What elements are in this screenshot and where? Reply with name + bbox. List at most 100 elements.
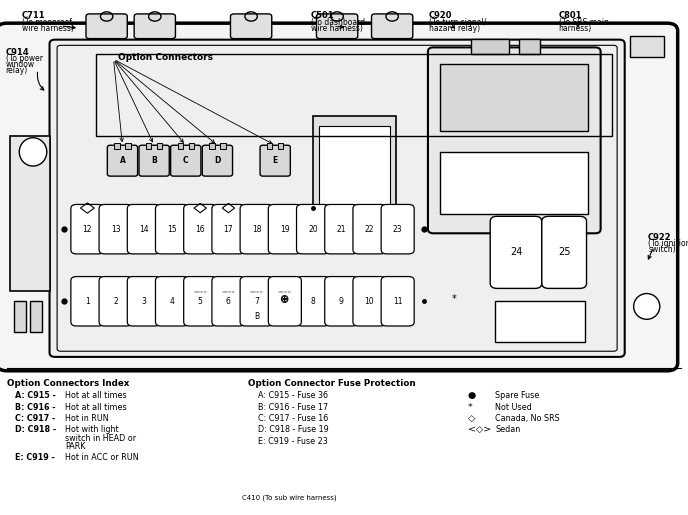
- Text: 11: 11: [393, 297, 402, 306]
- FancyBboxPatch shape: [428, 47, 601, 233]
- Bar: [14, 301, 26, 332]
- Text: Hot with light: Hot with light: [65, 425, 119, 434]
- Text: A: C915 - Fuse 36: A: C915 - Fuse 36: [258, 391, 328, 400]
- Text: 14: 14: [139, 225, 149, 234]
- Text: 2: 2: [114, 297, 118, 306]
- Text: switch in HEAD or: switch in HEAD or: [65, 434, 136, 442]
- Text: (To turn signal/: (To turn signal/: [429, 18, 486, 26]
- Text: 25: 25: [558, 247, 570, 258]
- FancyBboxPatch shape: [127, 277, 160, 326]
- Text: Hot at all times: Hot at all times: [65, 391, 127, 400]
- Text: (To SRS main: (To SRS main: [559, 18, 608, 26]
- Bar: [146, 143, 151, 149]
- Text: 17: 17: [224, 225, 233, 234]
- Text: (To dashboard: (To dashboard: [311, 18, 365, 26]
- Text: E: C919 - Fuse 23: E: C919 - Fuse 23: [258, 437, 327, 445]
- FancyBboxPatch shape: [297, 277, 330, 326]
- Text: PARK: PARK: [65, 442, 86, 451]
- Bar: [220, 143, 226, 149]
- Text: <<>>: <<>>: [250, 289, 264, 293]
- Text: 20: 20: [308, 225, 318, 234]
- Bar: [519, 39, 540, 54]
- Text: Hot in RUN: Hot in RUN: [65, 414, 109, 423]
- Bar: [471, 39, 509, 54]
- Text: <<>>: <<>>: [193, 289, 207, 293]
- FancyBboxPatch shape: [0, 23, 678, 371]
- Text: B: C916 - Fuse 17: B: C916 - Fuse 17: [258, 403, 328, 411]
- Bar: [114, 143, 120, 149]
- Text: Option Connectors: Option Connectors: [118, 53, 213, 61]
- Bar: [209, 143, 215, 149]
- Text: ◇: ◇: [468, 414, 475, 423]
- FancyBboxPatch shape: [127, 204, 160, 254]
- FancyBboxPatch shape: [86, 14, 127, 39]
- Text: Not Used: Not Used: [495, 403, 532, 411]
- Text: 21: 21: [336, 225, 346, 234]
- Text: (To moonroof: (To moonroof: [22, 18, 72, 26]
- Text: D: D: [214, 156, 221, 165]
- FancyBboxPatch shape: [171, 145, 201, 176]
- Bar: [440, 152, 588, 214]
- FancyBboxPatch shape: [316, 14, 358, 39]
- Text: 3: 3: [141, 297, 147, 306]
- FancyBboxPatch shape: [381, 277, 414, 326]
- Text: ●: ●: [468, 391, 476, 400]
- FancyBboxPatch shape: [71, 277, 104, 326]
- Text: 5: 5: [197, 297, 203, 306]
- Bar: [189, 143, 194, 149]
- Bar: [267, 143, 272, 149]
- FancyBboxPatch shape: [542, 216, 586, 288]
- Text: C920: C920: [429, 11, 452, 20]
- FancyBboxPatch shape: [381, 204, 414, 254]
- Text: B: C916 -: B: C916 -: [15, 403, 56, 411]
- FancyBboxPatch shape: [50, 40, 625, 357]
- Text: 8: 8: [311, 297, 315, 306]
- FancyBboxPatch shape: [184, 204, 217, 254]
- Bar: [157, 143, 162, 149]
- Text: 6: 6: [226, 297, 231, 306]
- Text: (To power: (To power: [6, 54, 43, 63]
- Text: 12: 12: [83, 225, 92, 234]
- Text: C: C: [183, 156, 189, 165]
- Text: window: window: [6, 60, 34, 69]
- FancyBboxPatch shape: [155, 277, 189, 326]
- Bar: [495, 301, 585, 342]
- Text: C801: C801: [559, 11, 582, 20]
- Text: C: C917 -: C: C917 -: [15, 414, 56, 423]
- Text: Canada, No SRS: Canada, No SRS: [495, 414, 560, 423]
- Text: 22: 22: [365, 225, 374, 234]
- FancyBboxPatch shape: [230, 14, 272, 39]
- FancyBboxPatch shape: [99, 277, 132, 326]
- Text: hazard relay): hazard relay): [429, 24, 480, 32]
- Bar: [319, 126, 390, 209]
- Text: C501: C501: [311, 11, 334, 20]
- FancyBboxPatch shape: [353, 277, 386, 326]
- Text: E: C919 -: E: C919 -: [15, 453, 55, 462]
- Text: ⊕: ⊕: [280, 294, 290, 304]
- Text: 9: 9: [338, 297, 344, 306]
- Text: wire harness): wire harness): [311, 24, 363, 32]
- FancyBboxPatch shape: [297, 204, 330, 254]
- Text: C410 (To sub wire harness): C410 (To sub wire harness): [241, 494, 336, 501]
- Text: 24: 24: [510, 247, 522, 258]
- Text: 15: 15: [167, 225, 177, 234]
- Bar: [178, 143, 183, 149]
- Text: 16: 16: [195, 225, 205, 234]
- Text: C914: C914: [6, 48, 29, 57]
- FancyBboxPatch shape: [155, 204, 189, 254]
- Ellipse shape: [634, 294, 660, 319]
- Bar: [10, 136, 50, 291]
- Text: D: C918 -: D: C918 -: [15, 425, 56, 434]
- Text: relay): relay): [6, 66, 28, 75]
- FancyBboxPatch shape: [202, 145, 233, 176]
- Text: wire harness): wire harness): [22, 24, 74, 32]
- FancyBboxPatch shape: [260, 145, 290, 176]
- Ellipse shape: [19, 138, 47, 166]
- FancyBboxPatch shape: [212, 204, 245, 254]
- Text: B: B: [151, 156, 157, 165]
- Text: 18: 18: [252, 225, 261, 234]
- Text: Option Connectors Index: Option Connectors Index: [7, 379, 129, 387]
- Text: (To ignition: (To ignition: [648, 239, 688, 248]
- FancyBboxPatch shape: [139, 145, 169, 176]
- FancyBboxPatch shape: [240, 204, 273, 254]
